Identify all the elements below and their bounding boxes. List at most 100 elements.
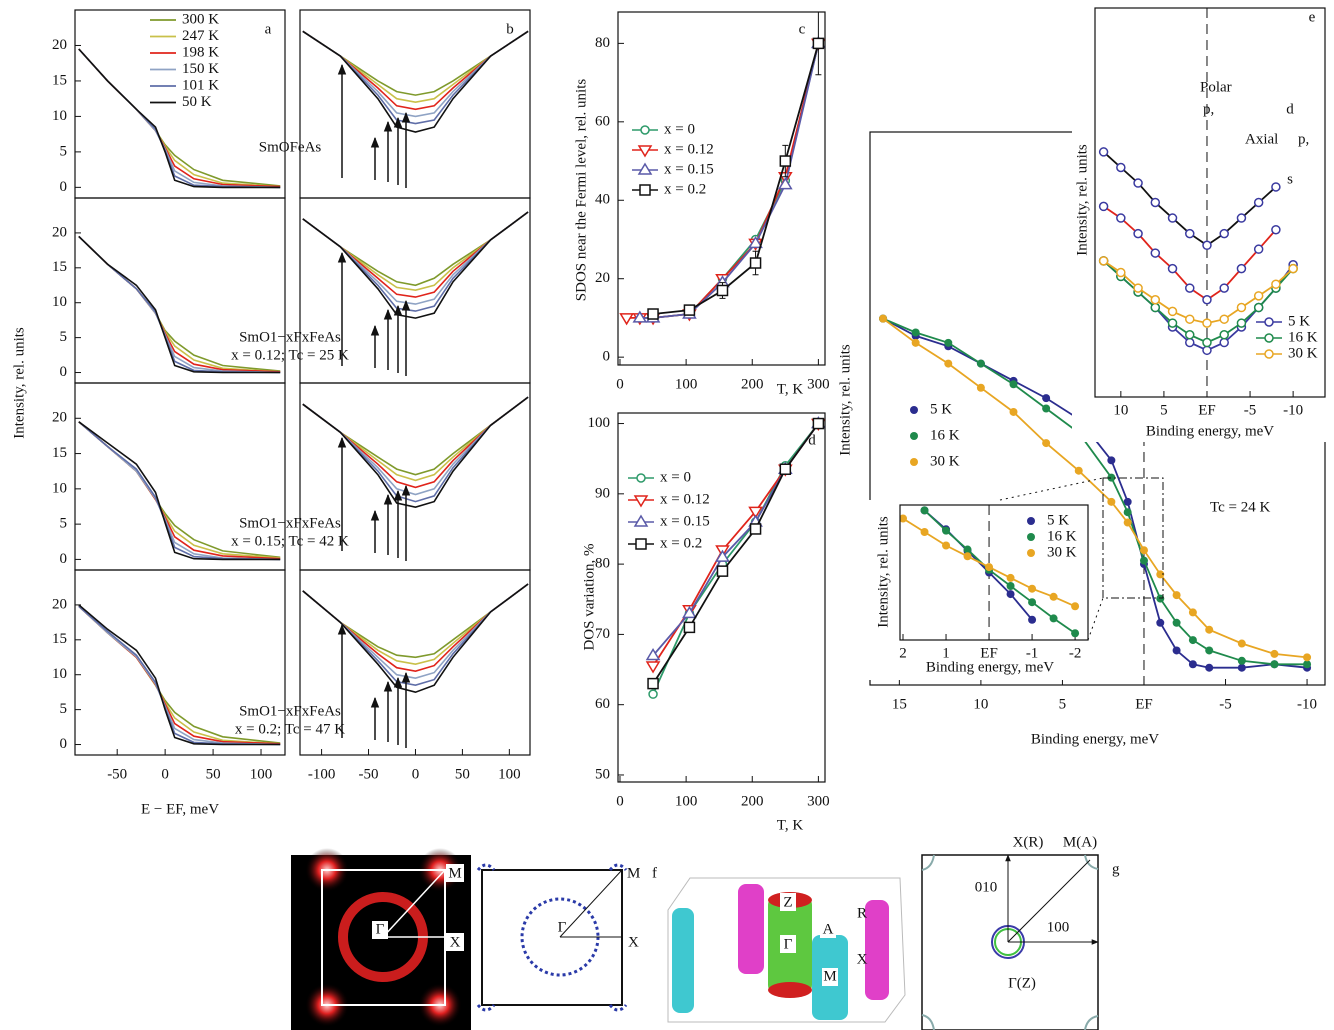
x-tick-label: 2 <box>899 645 907 661</box>
point <box>1167 318 1178 328</box>
point <box>1133 283 1143 293</box>
point <box>1123 497 1132 506</box>
y-tick-label: 80 <box>595 35 610 51</box>
legend-label: 30 K <box>1047 544 1077 560</box>
annotation: SmOFeAs <box>259 139 322 155</box>
point <box>1172 618 1181 627</box>
point <box>635 538 647 550</box>
label: M <box>823 968 836 984</box>
point <box>879 314 888 323</box>
point <box>1219 228 1229 239</box>
point <box>1150 248 1161 258</box>
series-line <box>78 48 281 188</box>
plot-area <box>78 235 281 374</box>
annotation: c <box>799 21 806 37</box>
point <box>1253 197 1264 208</box>
x-tick-label: 50 <box>206 766 221 782</box>
point <box>1139 556 1148 565</box>
series-line <box>78 48 281 187</box>
point <box>1172 591 1181 600</box>
label: 100 <box>1047 919 1070 935</box>
point <box>1071 602 1080 611</box>
legend-label: x = 0.12 <box>660 491 710 507</box>
legend-label: 5 K <box>930 401 952 417</box>
point <box>1236 318 1247 328</box>
point <box>1303 653 1312 662</box>
point <box>779 463 792 475</box>
point <box>1027 533 1035 541</box>
x-tick-label: 10 <box>1113 402 1128 418</box>
x-tick-label: 200 <box>741 376 764 392</box>
series-line <box>302 30 529 118</box>
legend-label: x = 0.15 <box>664 161 714 177</box>
y-tick-label: 0 <box>60 179 68 195</box>
point <box>963 552 972 561</box>
y-tick-label: 0 <box>60 551 68 567</box>
plot-area <box>78 48 281 189</box>
annotation: Tc = 24 K <box>1210 499 1270 515</box>
point <box>1253 244 1264 254</box>
label: R <box>857 905 867 921</box>
point <box>683 304 696 316</box>
point <box>942 541 951 550</box>
point <box>1042 439 1051 448</box>
point <box>1150 295 1161 305</box>
series-line <box>923 509 1076 635</box>
plot-area <box>645 416 825 699</box>
point <box>1264 333 1274 343</box>
y-tick-label: 0 <box>60 364 68 380</box>
point <box>976 359 985 368</box>
point <box>749 257 762 269</box>
legend-label: 247 K <box>182 28 219 44</box>
plot-area <box>302 583 529 694</box>
point <box>910 432 918 440</box>
y-axis-title: Intensity, rel. units <box>837 344 853 456</box>
series-line <box>302 211 529 287</box>
y-axis-title: Intensity, rel. units <box>1074 144 1090 256</box>
point <box>639 184 651 196</box>
plot-area <box>302 30 529 133</box>
label: Γ <box>376 921 385 937</box>
point <box>683 621 696 634</box>
panel: 0 5 10 15 20 SmO1−xFxFeAs x = 0.12; Tc = 25 K <box>52 197 349 384</box>
point <box>1264 317 1274 327</box>
point <box>1288 263 1298 274</box>
legend-label: x = 0.2 <box>664 181 706 197</box>
point <box>1071 629 1080 638</box>
legend-label: 30 K <box>1288 345 1318 361</box>
point <box>910 406 918 414</box>
label: Γ(Z) <box>1008 975 1036 991</box>
legend-label: 101 K <box>182 77 219 93</box>
point <box>1074 466 1083 475</box>
plot-area <box>1098 147 1298 356</box>
series-line <box>302 211 529 292</box>
point <box>812 417 825 430</box>
legend-label: x = 0 <box>664 121 695 137</box>
inset-background <box>1072 0 1334 442</box>
legend-label: x = 0.12 <box>664 141 714 157</box>
x-axis-title: Binding energy, meV <box>1146 423 1274 439</box>
point <box>1202 337 1212 348</box>
legend-label: 150 K <box>182 61 219 77</box>
panel: 50 60 70 80 90 100 0 100 200 300 DOS variation, % T… <box>581 412 830 833</box>
legend-label: 300 K <box>182 11 219 27</box>
point <box>682 605 697 619</box>
point <box>920 528 929 536</box>
x-tick-label: -5 <box>1244 402 1257 418</box>
point <box>1270 660 1279 669</box>
point <box>812 37 825 50</box>
y-tick-label: 5 <box>60 143 68 159</box>
annotation: p, <box>1203 101 1214 117</box>
series-line <box>78 48 281 189</box>
y-tick-label: 0 <box>60 736 68 752</box>
point <box>1253 302 1264 313</box>
point <box>1156 618 1165 627</box>
series-line <box>302 583 529 666</box>
point <box>1271 224 1281 235</box>
x-tick-label: 300 <box>807 376 830 392</box>
plot-area <box>302 396 529 509</box>
annotation: d <box>808 432 816 448</box>
label: X <box>857 951 868 967</box>
plot-area <box>302 211 529 319</box>
point <box>1107 497 1116 506</box>
